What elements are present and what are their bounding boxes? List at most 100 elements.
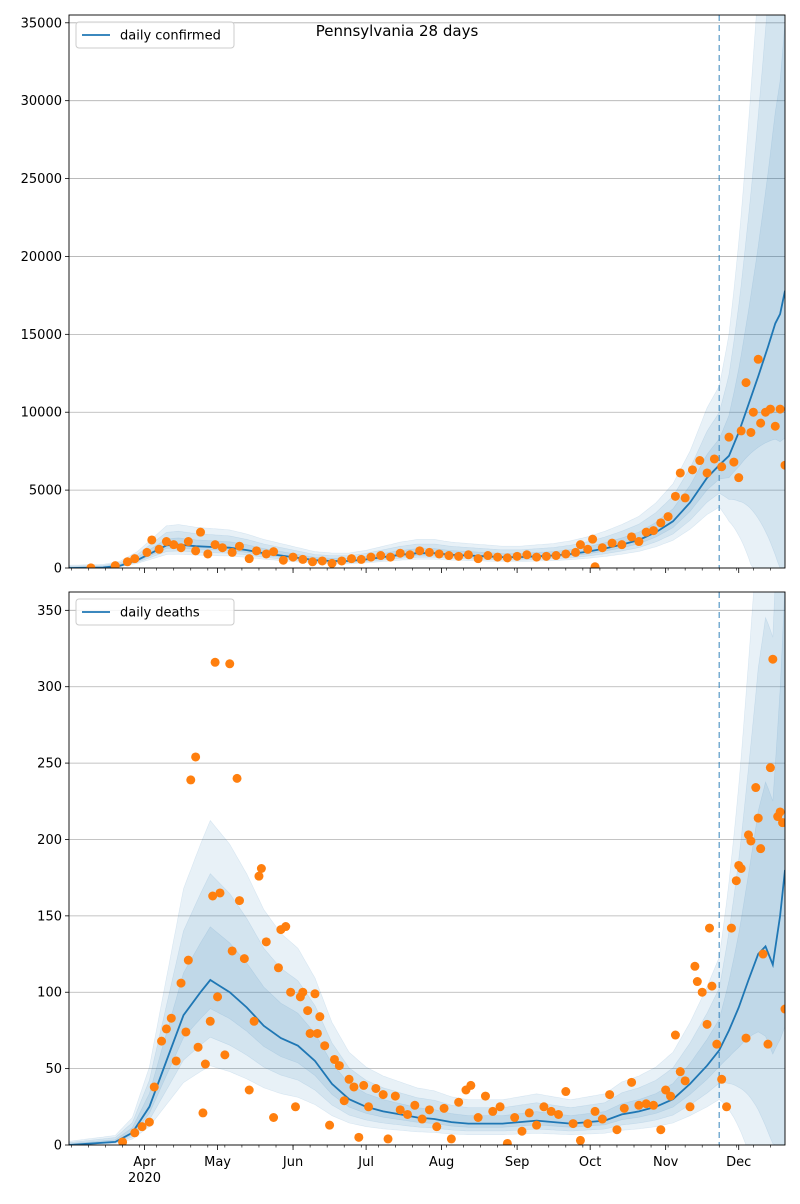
data-point xyxy=(510,1113,520,1123)
data-point xyxy=(502,553,512,563)
data-point xyxy=(305,1028,315,1038)
data-point xyxy=(210,657,220,667)
data-point xyxy=(198,1108,208,1118)
data-point xyxy=(763,1039,773,1049)
data-point xyxy=(424,547,434,557)
data-point xyxy=(561,549,571,559)
data-point xyxy=(356,554,366,564)
data-point xyxy=(337,556,347,566)
data-point xyxy=(278,555,288,565)
data-point xyxy=(517,1126,527,1136)
data-point xyxy=(312,1028,322,1038)
data-point xyxy=(171,1056,181,1066)
data-point xyxy=(424,1105,434,1115)
data-point xyxy=(200,1059,210,1069)
data-point xyxy=(86,563,96,568)
data-point xyxy=(186,775,196,785)
data-point xyxy=(522,550,532,560)
data-point xyxy=(627,532,637,542)
data-point xyxy=(675,468,685,478)
data-point xyxy=(205,1016,215,1026)
data-point xyxy=(736,426,746,436)
data-point xyxy=(354,1132,364,1142)
data-point xyxy=(768,654,778,664)
data-point xyxy=(169,540,179,550)
data-point xyxy=(137,1122,147,1132)
data-point xyxy=(661,1085,671,1095)
plot-area xyxy=(69,15,785,568)
data-point xyxy=(702,468,712,478)
legend-label: daily confirmed xyxy=(120,29,221,44)
data-point xyxy=(227,946,237,956)
data-point xyxy=(612,1125,622,1135)
x-tick-label: Sep xyxy=(505,1155,530,1170)
data-point xyxy=(765,763,775,773)
data-point xyxy=(378,1090,388,1100)
x-tick-year-label: 2020 xyxy=(128,1171,161,1186)
y-tick-label: 150 xyxy=(37,909,62,924)
x-tick-label: Apr xyxy=(133,1155,156,1170)
data-point xyxy=(778,818,785,828)
axes-frame xyxy=(68,14,786,569)
data-point xyxy=(724,432,734,442)
data-point xyxy=(463,550,473,560)
data-point xyxy=(746,836,756,846)
data-point xyxy=(227,547,237,557)
data-point xyxy=(554,1109,564,1119)
data-point xyxy=(454,1097,464,1107)
data-point xyxy=(780,460,785,470)
data-point xyxy=(588,534,598,544)
data-point xyxy=(183,537,193,547)
data-point xyxy=(269,1113,279,1123)
data-point xyxy=(220,1050,230,1060)
data-point xyxy=(154,544,164,554)
y-tick-label: 50 xyxy=(45,1062,62,1077)
y-tick-label: 20000 xyxy=(21,250,62,265)
data-point xyxy=(663,512,673,522)
data-point xyxy=(765,404,775,414)
data-point xyxy=(181,1027,191,1037)
data-point xyxy=(561,1087,571,1097)
data-point xyxy=(748,407,758,417)
data-point xyxy=(193,1042,203,1052)
data-point xyxy=(607,538,617,548)
data-point xyxy=(734,473,744,483)
data-point xyxy=(692,977,702,987)
data-point xyxy=(605,1090,615,1100)
data-point xyxy=(334,1061,344,1071)
data-point xyxy=(656,518,666,528)
legend-box xyxy=(75,21,235,49)
data-point xyxy=(680,493,690,503)
data-point xyxy=(395,548,405,558)
data-point xyxy=(590,562,600,568)
panel-1: 0 5000 10000 15000 20000 25000 30000 35000 daily… xyxy=(21,14,786,577)
data-point xyxy=(775,404,785,414)
data-point xyxy=(495,1102,505,1112)
data-point xyxy=(317,556,327,566)
data-point xyxy=(208,891,218,901)
data-point xyxy=(315,1012,325,1022)
data-point xyxy=(166,1013,176,1023)
data-point xyxy=(149,1082,159,1092)
data-point xyxy=(722,1102,732,1112)
data-point xyxy=(417,1114,427,1124)
data-point xyxy=(751,783,761,793)
data-point xyxy=(539,1102,549,1112)
data-point xyxy=(261,937,271,947)
data-point xyxy=(753,354,763,364)
data-point xyxy=(157,1036,167,1046)
data-point xyxy=(203,549,213,559)
data-point xyxy=(244,554,254,564)
data-point xyxy=(366,552,376,562)
data-point xyxy=(541,551,551,561)
data-point xyxy=(290,1102,300,1112)
y-tick-label: 0 xyxy=(54,562,62,577)
data-point xyxy=(446,1134,456,1144)
data-point xyxy=(110,561,120,568)
x-tick-label: Aug xyxy=(429,1155,454,1170)
data-point xyxy=(215,888,225,898)
legend-box xyxy=(75,598,235,626)
uncertainty-band-1 xyxy=(69,592,785,1145)
data-point xyxy=(432,1122,442,1132)
